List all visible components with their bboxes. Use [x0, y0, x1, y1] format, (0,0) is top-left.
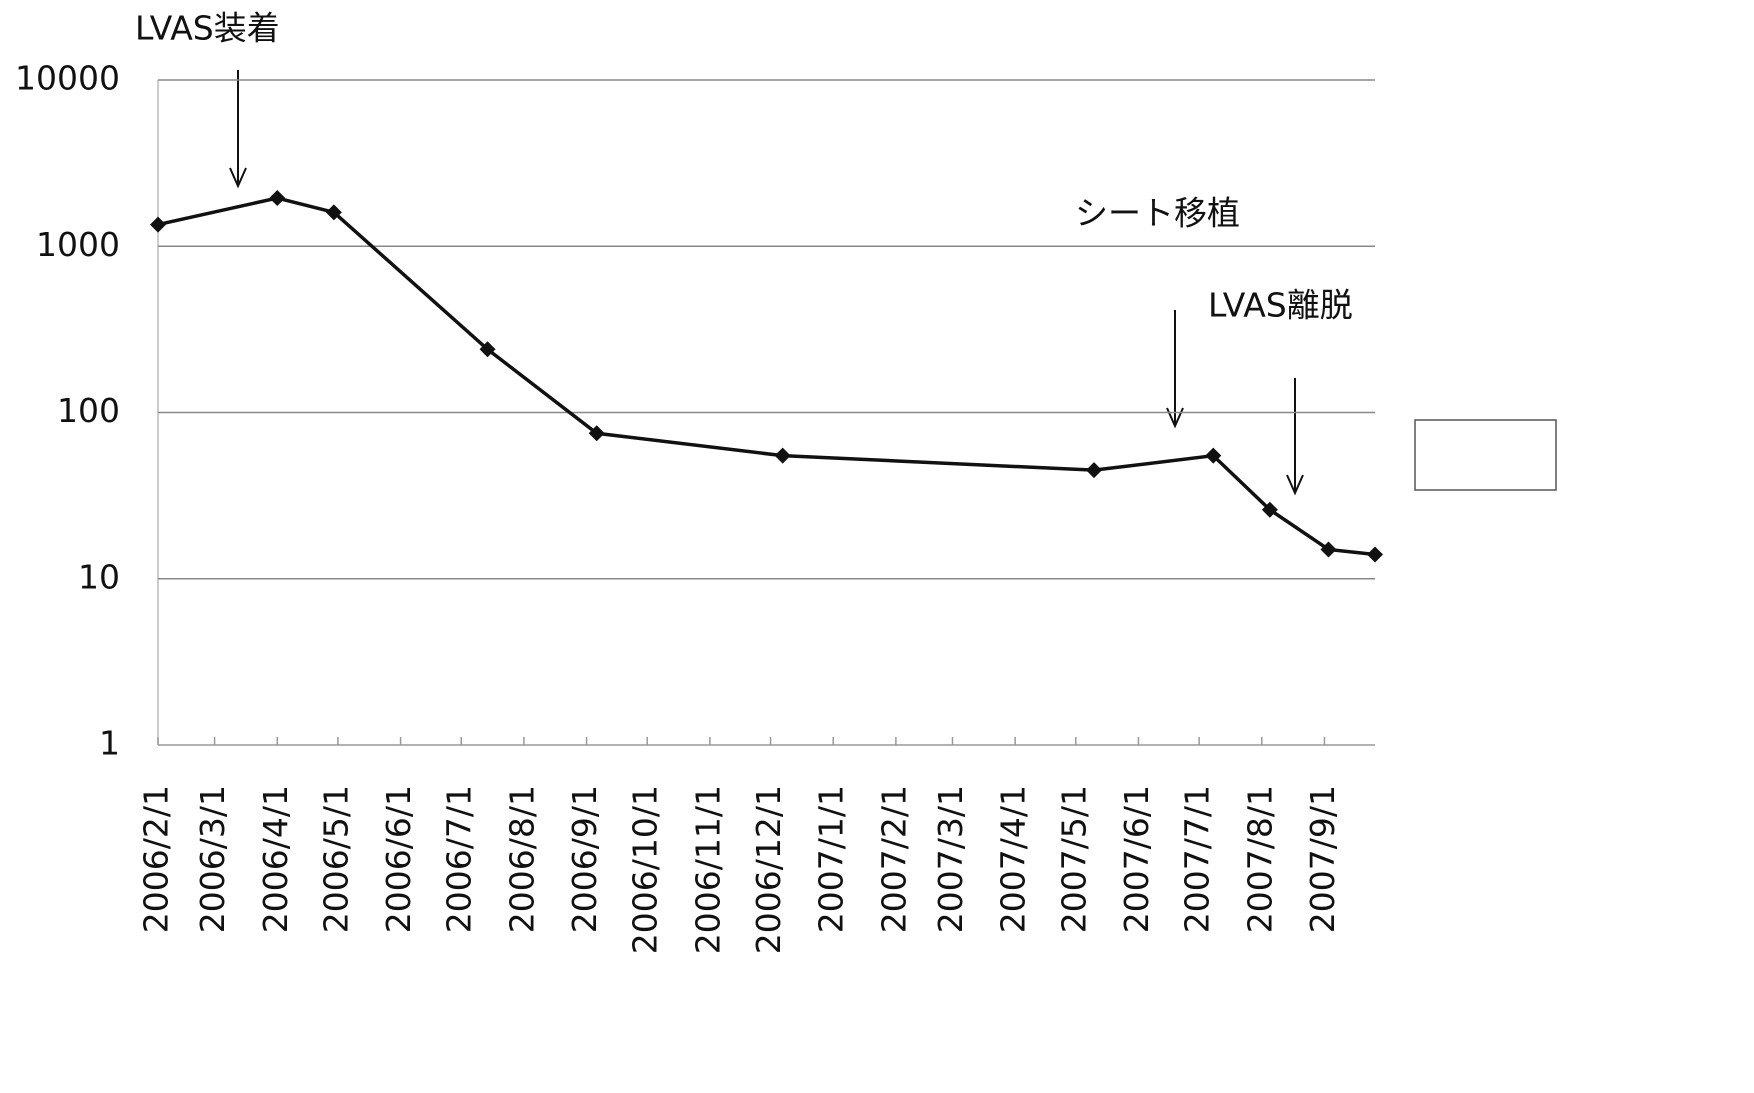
- marker: [325, 204, 342, 221]
- marker: [1261, 501, 1278, 518]
- marker: [150, 216, 166, 233]
- annotation: シート移植: [1075, 194, 1240, 233]
- x-tick-label: 2006/7/1: [440, 785, 479, 933]
- y-tick-label: 1000: [36, 225, 120, 264]
- x-tick-label: 2006/10/1: [626, 785, 665, 954]
- y-tick-label: 1: [99, 724, 120, 763]
- x-tick-label: 2007/5/1: [1054, 785, 1093, 933]
- x-tick-label: 2006/11/1: [688, 785, 727, 954]
- marker: [588, 425, 605, 442]
- empty-box: [1414, 419, 1557, 491]
- x-tick-label: 2006/9/1: [565, 785, 604, 933]
- x-tick-label: 2007/9/1: [1303, 785, 1342, 933]
- marker: [1320, 541, 1337, 558]
- arrows: [229, 70, 1304, 496]
- y-tick-label: 100: [57, 391, 120, 430]
- annotation: LVAS離脱: [1208, 286, 1353, 325]
- x-tick-label: 2007/3/1: [931, 785, 970, 933]
- arrow-head: [229, 167, 247, 189]
- line: [157, 196, 1376, 557]
- x-tick-label: 2006/3/1: [193, 785, 232, 933]
- marker: [479, 341, 496, 358]
- marker: [774, 447, 791, 464]
- x-tick-label: 2006/5/1: [316, 785, 355, 933]
- annotation: LVAS装着: [135, 9, 280, 48]
- x-tick-label: 2007/2/1: [874, 785, 913, 933]
- marker: [1205, 447, 1222, 464]
- arrow-head: [1286, 474, 1304, 496]
- x-tick-label: 2007/8/1: [1240, 785, 1279, 933]
- x-tick-label: 2006/2/1: [137, 785, 176, 933]
- arrow-head: [1166, 407, 1184, 429]
- x-tick-label: 2006/12/1: [749, 785, 788, 954]
- x-tick-label: 2006/4/1: [256, 785, 295, 933]
- x-tick-label: 2007/6/1: [1117, 785, 1156, 933]
- x-tick-label: 2006/6/1: [379, 785, 418, 933]
- x-tick-label: 2006/8/1: [502, 785, 541, 933]
- x-tick-label: 2007/4/1: [994, 785, 1033, 933]
- y-tick-label: 10000: [15, 59, 120, 98]
- marker: [1367, 546, 1383, 563]
- x-tick-label: 2007/7/1: [1178, 785, 1217, 933]
- marker: [1085, 462, 1102, 479]
- marker: [269, 190, 286, 207]
- x-tick-label: 2007/1/1: [812, 785, 851, 933]
- y-tick-label: 10: [78, 557, 120, 596]
